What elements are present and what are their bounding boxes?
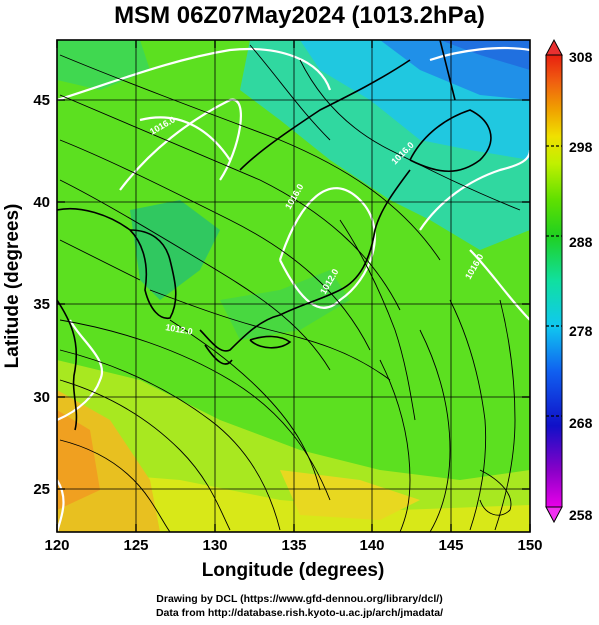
x-tick-label: 145 (438, 537, 463, 554)
coastlines (57, 40, 492, 431)
wind-streamlines (59, 44, 521, 532)
x-axis-label: Longitude (degrees) (202, 560, 385, 581)
y-axis-label: Latitude (degrees) (2, 204, 23, 369)
y-tick-label: 40 (33, 194, 50, 211)
y-tick-label: 25 (33, 481, 50, 498)
credit-drawing: Drawing by DCL (https://www.gfd-dennou.o… (156, 593, 443, 605)
colorbar-tick-label: 258 (569, 507, 593, 523)
y-tick-labels: 25 30 35 40 45 (33, 92, 50, 498)
x-tick-labels: 120 125 130 135 140 145 150 (44, 537, 542, 554)
credit-data: Data from http://database.rish.kyoto-u.a… (155, 607, 444, 619)
x-tick-label: 135 (281, 537, 306, 554)
colorbar-tick-label: 298 (569, 139, 593, 155)
colorbar-tick-label: 308 (569, 49, 593, 65)
colorbar-tick-label: 268 (569, 415, 593, 431)
colorbar: 258 268 278 288 298 308 (545, 38, 593, 524)
x-tick-label: 140 (359, 537, 384, 554)
y-tick-label: 30 (33, 389, 50, 406)
colorbar-tick-label: 278 (569, 323, 593, 339)
map-title: MSM 06Z07May2024 (1013.2hPa) (114, 2, 485, 29)
x-tick-label: 125 (123, 537, 148, 554)
x-tick-label: 150 (517, 537, 542, 554)
x-tick-label: 130 (202, 537, 227, 554)
contour-label: 1012.0 (165, 322, 194, 337)
y-tick-label: 35 (33, 296, 50, 313)
colorbar-tick-label: 288 (569, 234, 593, 250)
map-grid (57, 40, 530, 532)
y-tick-label: 45 (33, 92, 50, 109)
x-tick-label: 120 (44, 537, 69, 554)
